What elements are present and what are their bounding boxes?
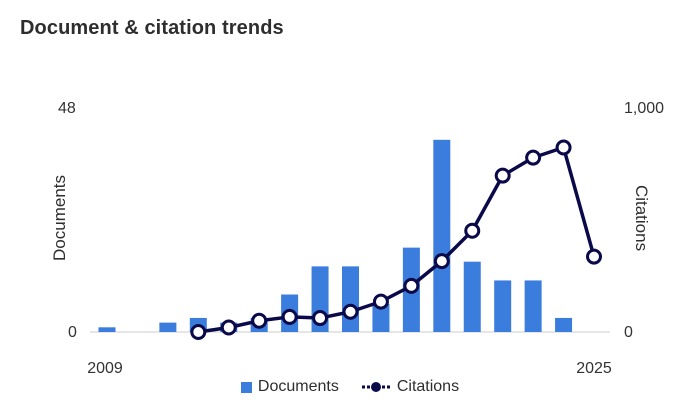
bar-documents-2020[interactable]: [433, 139, 451, 332]
y-left-tick-max: 48: [58, 100, 76, 117]
bar-documents-2021[interactable]: [463, 261, 481, 332]
legend-line-swatch: [361, 382, 390, 392]
y-right-axis-title: Citations: [632, 185, 651, 251]
bar-documents-2023[interactable]: [524, 280, 542, 332]
point-citations-2014[interactable]: [251, 312, 268, 329]
legend-label-documents: Documents: [257, 378, 339, 395]
point-citations-2025[interactable]: [586, 248, 602, 265]
bar-documents-2009[interactable]: [98, 327, 116, 332]
legend-item-documents[interactable]: Documents: [240, 378, 339, 396]
point-citations-2016[interactable]: [312, 310, 329, 327]
point-citations-2024[interactable]: [555, 139, 572, 156]
point-citations-2015[interactable]: [281, 308, 298, 325]
legend-label-citations: Citations: [396, 378, 460, 395]
point-citations-2019[interactable]: [403, 277, 420, 294]
citations-line-layer: [190, 139, 602, 340]
y-left-axis-title: Documents: [50, 175, 69, 261]
point-citations-2020[interactable]: [433, 253, 450, 270]
bar-documents-2024[interactable]: [555, 317, 573, 332]
point-citations-2012[interactable]: [190, 324, 207, 340]
point-citations-2013[interactable]: [220, 319, 237, 336]
y-right-tick-min: 0: [624, 324, 633, 341]
legend-bar-swatch: [240, 381, 252, 393]
chart-title: Document & citation trends: [20, 17, 284, 39]
bar-documents-2018[interactable]: [372, 303, 390, 332]
legend-item-citations[interactable]: Citations: [361, 378, 459, 396]
bar-documents-2011[interactable]: [159, 322, 177, 332]
point-citations-2023[interactable]: [525, 149, 542, 166]
point-citations-2021[interactable]: [464, 222, 481, 239]
y-right-tick-max: 1,000: [624, 100, 664, 117]
bar-documents-2022[interactable]: [494, 280, 512, 332]
point-citations-2018[interactable]: [372, 293, 389, 310]
x-tick-last: 2025: [576, 360, 612, 377]
x-tick-first: 2009: [87, 360, 123, 377]
y-left-tick-min: 0: [68, 324, 77, 341]
point-citations-2022[interactable]: [494, 167, 511, 184]
point-citations-2017[interactable]: [342, 303, 359, 320]
bar-documents-2017[interactable]: [342, 266, 359, 332]
legend: Documents Citations: [0, 378, 700, 396]
